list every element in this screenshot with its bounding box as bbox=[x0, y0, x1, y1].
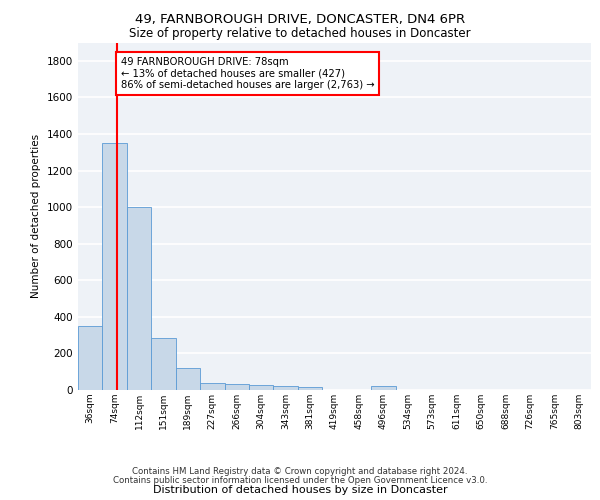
Text: Size of property relative to detached houses in Doncaster: Size of property relative to detached ho… bbox=[129, 28, 471, 40]
Text: Contains HM Land Registry data © Crown copyright and database right 2024.: Contains HM Land Registry data © Crown c… bbox=[132, 467, 468, 476]
Bar bbox=[224, 384, 249, 390]
Bar bbox=[298, 388, 322, 390]
Text: Distribution of detached houses by size in Doncaster: Distribution of detached houses by size … bbox=[152, 485, 448, 495]
Bar bbox=[176, 368, 200, 390]
Y-axis label: Number of detached properties: Number of detached properties bbox=[31, 134, 41, 298]
Text: 49, FARNBOROUGH DRIVE, DONCASTER, DN4 6PR: 49, FARNBOROUGH DRIVE, DONCASTER, DN4 6P… bbox=[135, 12, 465, 26]
Bar bbox=[78, 326, 103, 390]
Bar bbox=[200, 382, 224, 390]
Bar bbox=[371, 386, 395, 390]
Bar bbox=[103, 143, 127, 390]
Bar bbox=[127, 207, 151, 390]
Text: 49 FARNBOROUGH DRIVE: 78sqm
← 13% of detached houses are smaller (427)
86% of se: 49 FARNBOROUGH DRIVE: 78sqm ← 13% of det… bbox=[121, 57, 374, 90]
Bar bbox=[249, 386, 274, 390]
Bar bbox=[151, 338, 176, 390]
Text: Contains public sector information licensed under the Open Government Licence v3: Contains public sector information licen… bbox=[113, 476, 487, 485]
Bar bbox=[274, 386, 298, 390]
